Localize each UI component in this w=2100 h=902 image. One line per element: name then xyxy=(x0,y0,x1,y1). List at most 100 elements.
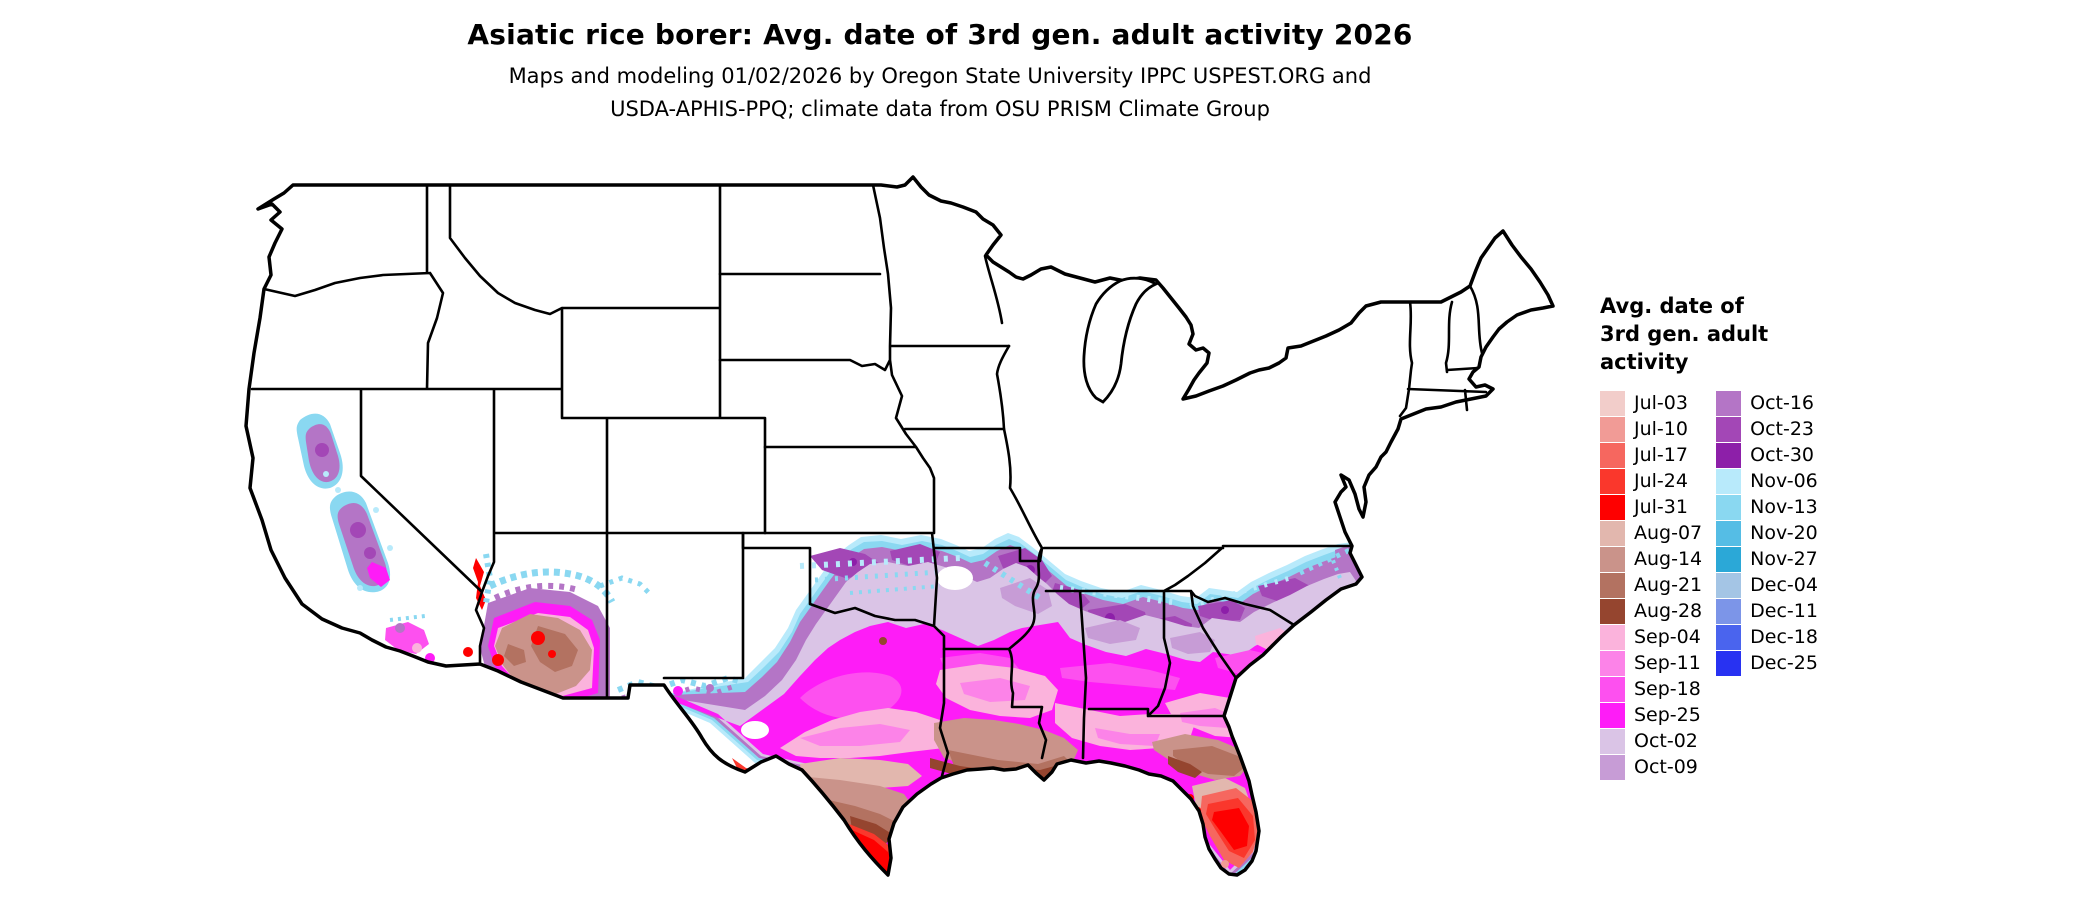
band-sep04 xyxy=(780,628,1292,758)
legend-title-line-3: activity xyxy=(1600,350,1689,374)
legend-label: Dec-04 xyxy=(1750,574,1818,596)
nm-magenta-dot xyxy=(673,686,683,696)
legend-swatch xyxy=(1600,754,1625,780)
legend-swatch xyxy=(1716,520,1742,546)
band-aug14 xyxy=(495,614,1250,826)
legend-row: Oct-30 xyxy=(1716,442,1818,468)
legend-label: Dec-11 xyxy=(1750,600,1818,622)
legend-label: Jul-24 xyxy=(1634,470,1688,492)
borders-west xyxy=(250,183,767,700)
socal-patches xyxy=(385,614,435,663)
legend-row: Jul-10 xyxy=(1600,416,1702,442)
legend-row: Nov-20 xyxy=(1716,520,1818,546)
legend-entries: Jul-03 Jul-10 Jul-17 Jul-24 Jul-31 Aug-07 Aug-… xyxy=(1600,390,2020,780)
accents-sep11 xyxy=(800,678,1235,746)
legend-row: Sep-11 xyxy=(1600,650,1702,676)
legend-label: Sep-25 xyxy=(1634,704,1701,726)
legend-label: Aug-28 xyxy=(1634,600,1703,622)
legend-swatch xyxy=(1600,598,1625,624)
legend-row: Aug-07 xyxy=(1600,520,1702,546)
legend-swatch xyxy=(1600,546,1625,572)
nm-purple-dot xyxy=(706,684,714,692)
us-map xyxy=(244,175,1555,890)
legend-swatch xyxy=(1716,624,1742,650)
borders-plains xyxy=(718,183,1011,778)
legend-row: Nov-27 xyxy=(1716,546,1818,572)
legend-swatch xyxy=(1716,468,1742,494)
legend-row: Oct-09 xyxy=(1600,754,1702,780)
legend-swatch xyxy=(1600,702,1625,728)
legend-label: Sep-18 xyxy=(1634,678,1701,700)
legend-row: Sep-25 xyxy=(1600,702,1702,728)
legend-label: Jul-10 xyxy=(1634,418,1688,440)
tx-valley-jul31 xyxy=(850,830,892,873)
florida-keys-dots xyxy=(1229,881,1263,890)
legend-swatch xyxy=(1600,390,1625,416)
legend-swatch xyxy=(1716,650,1742,676)
legend-title-line-1: Avg. date of xyxy=(1600,294,1744,318)
davis-mtns-white xyxy=(741,721,769,739)
legend-row: Aug-28 xyxy=(1600,598,1702,624)
legend-row: Dec-11 xyxy=(1716,598,1818,624)
page-title: Asiatic rice borer: Avg. date of 3rd gen… xyxy=(467,18,1413,51)
speckle-fringe xyxy=(483,547,1352,701)
band-aug07 xyxy=(800,724,1252,836)
legend-label: Nov-13 xyxy=(1750,496,1818,518)
legend-label: Nov-27 xyxy=(1750,548,1818,570)
legend-row: Sep-18 xyxy=(1600,676,1702,702)
legend-label: Nov-20 xyxy=(1750,522,1818,544)
legend-row: Jul-03 xyxy=(1600,390,1702,416)
legend-row: Oct-02 xyxy=(1600,728,1702,754)
legend-label: Dec-25 xyxy=(1750,652,1818,674)
legend-row: Jul-24 xyxy=(1600,468,1702,494)
subtitle-line-1: Maps and modeling 01/02/2026 by Oregon S… xyxy=(508,64,1372,88)
legend-row: Dec-04 xyxy=(1716,572,1818,598)
legend-label: Aug-21 xyxy=(1634,574,1703,596)
legend-title: Avg. date of 3rd gen. adult activity xyxy=(1600,292,2020,376)
legend-label: Oct-23 xyxy=(1750,418,1815,440)
legend-label: Oct-16 xyxy=(1750,392,1815,414)
accents-sep18 xyxy=(800,650,1275,734)
legend-label: Aug-07 xyxy=(1634,522,1703,544)
legend-label: Aug-14 xyxy=(1634,548,1703,570)
legend-label: Jul-31 xyxy=(1634,496,1688,518)
legend-swatch xyxy=(1600,416,1625,442)
legend-swatch xyxy=(1716,546,1742,572)
legend-swatch xyxy=(1600,520,1625,546)
legend: Avg. date of 3rd gen. adult activity Jul… xyxy=(1600,292,2020,780)
fl-core-jul31 xyxy=(1212,808,1249,850)
state-borders xyxy=(250,183,1488,778)
legend-row: Jul-31 xyxy=(1600,494,1702,520)
legend-row: Nov-06 xyxy=(1716,468,1818,494)
legend-label: Oct-02 xyxy=(1634,730,1698,752)
legend-column-1: Jul-03 Jul-10 Jul-17 Jul-24 Jul-31 Aug-07 Aug-… xyxy=(1600,390,1702,780)
legend-label: Nov-06 xyxy=(1750,470,1818,492)
legend-label: Sep-11 xyxy=(1634,652,1701,674)
legend-swatch xyxy=(1716,442,1742,468)
california-valley xyxy=(296,413,393,593)
lake-michigan xyxy=(1082,276,1160,404)
legend-label: Sep-04 xyxy=(1634,626,1701,648)
legend-row: Dec-18 xyxy=(1716,624,1818,650)
legend-column-2: Oct-16 Oct-23 Oct-30 Nov-06 Nov-13 Nov-20 Nov-… xyxy=(1716,390,1818,780)
legend-label: Oct-30 xyxy=(1750,444,1815,466)
legend-label: Jul-03 xyxy=(1634,392,1688,414)
legend-swatch xyxy=(1600,676,1625,702)
legend-swatch xyxy=(1716,494,1742,520)
legend-row: Aug-14 xyxy=(1600,546,1702,572)
legend-row: Aug-21 xyxy=(1600,572,1702,598)
legend-swatch xyxy=(1600,494,1625,520)
legend-swatch xyxy=(1600,442,1625,468)
legend-swatch xyxy=(1716,390,1742,416)
legend-row: Nov-13 xyxy=(1716,494,1818,520)
legend-title-line-2: 3rd gen. adult xyxy=(1600,322,1769,346)
legend-swatch xyxy=(1600,728,1625,754)
borders-midwest xyxy=(983,254,1044,550)
page-subtitle: Maps and modeling 01/02/2026 by Oregon S… xyxy=(0,60,1880,126)
legend-label: Oct-09 xyxy=(1634,756,1698,778)
legend-swatch xyxy=(1716,598,1742,624)
legend-swatch xyxy=(1600,468,1625,494)
dallas-dot xyxy=(879,637,887,645)
accents-oct23 xyxy=(810,544,1310,644)
